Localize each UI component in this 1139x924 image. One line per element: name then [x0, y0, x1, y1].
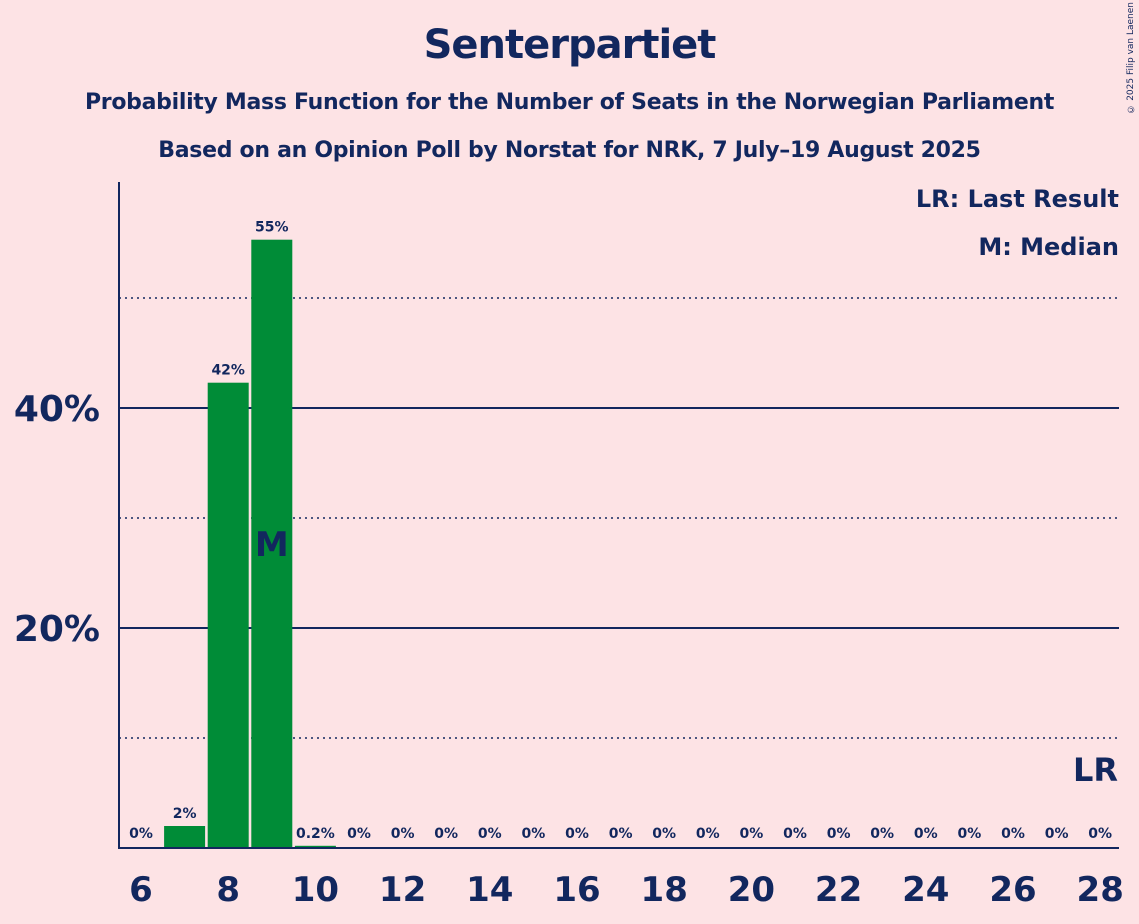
x-tick-label: 16: [553, 870, 600, 910]
value-label: 0%: [870, 826, 894, 842]
x-tick-label: 14: [466, 870, 513, 910]
x-tick-label: 6: [129, 870, 153, 910]
value-label: 0%: [1088, 826, 1112, 842]
value-label: 55%: [255, 220, 289, 236]
value-label: 0%: [347, 826, 371, 842]
value-label: 2%: [173, 806, 197, 822]
value-label: 0%: [478, 826, 502, 842]
bar-seat-7: [164, 826, 206, 848]
x-tick-label: 28: [1077, 870, 1124, 910]
value-label: 0%: [1001, 826, 1025, 842]
chart-subtitle-source: Based on an Opinion Poll by Norstat for …: [158, 138, 981, 163]
x-tick-label: 10: [292, 870, 339, 910]
x-tick-label: 22: [815, 870, 862, 910]
legend-median: M: Median: [978, 233, 1119, 261]
value-label: 0%: [434, 826, 458, 842]
value-label: 0%: [914, 826, 938, 842]
y-tick-label: 40%: [14, 389, 100, 430]
median-marker: M: [255, 525, 289, 565]
value-label: 0%: [740, 826, 764, 842]
value-label: 0%: [696, 826, 720, 842]
x-tick-label: 24: [902, 870, 949, 910]
x-tick-label: 26: [989, 870, 1036, 910]
value-label: 0%: [1045, 826, 1069, 842]
x-tick-label: 12: [379, 870, 426, 910]
x-tick-label: 18: [641, 870, 688, 910]
legend-last-result: LR: Last Result: [915, 185, 1119, 213]
chart-subtitle: Probability Mass Function for the Number…: [84, 90, 1055, 115]
chart-title: Senterpartiet: [423, 22, 717, 68]
value-label: 0%: [391, 826, 415, 842]
y-tick-label: 20%: [14, 609, 100, 650]
value-label: 0%: [652, 826, 676, 842]
value-label: 0%: [129, 826, 153, 842]
x-tick-label: 20: [728, 870, 775, 910]
value-label: 0.2%: [296, 826, 335, 842]
value-label: 0%: [609, 826, 633, 842]
value-label: 0%: [958, 826, 982, 842]
value-label: 0%: [565, 826, 589, 842]
bar-seat-9: [251, 239, 293, 848]
value-label: 42%: [211, 363, 245, 379]
value-label: 0%: [783, 826, 807, 842]
value-label: 0%: [522, 826, 546, 842]
bar-seat-8: [207, 382, 249, 848]
bar-seat-10: [294, 845, 336, 848]
value-label: 0%: [827, 826, 851, 842]
last-result-marker: LR: [1073, 751, 1118, 789]
x-tick-label: 8: [216, 870, 240, 910]
